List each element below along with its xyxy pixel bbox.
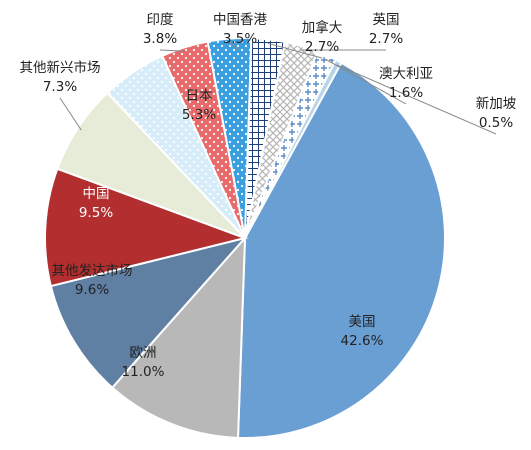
leader-lines (59, 42, 497, 135)
slice-value-label: 1.6% (389, 85, 423, 101)
pie-slice (236, 61, 446, 439)
slice-label: 新加坡 (476, 96, 517, 112)
slice-value-label: 3.5% (223, 31, 257, 47)
slice-value-label: 3.8% (143, 31, 177, 47)
slice-value-label: 5.3% (182, 107, 216, 123)
slice-value-label: 2.7% (305, 39, 339, 55)
leader-line (267, 42, 323, 59)
slice-label: 中国香港 (213, 12, 267, 28)
pie-labels: 美国 42.6% 欧洲 11.0% 其他发达市场 9.6% 中国 9.5% 其他新兴市场 7.3%… (20, 11, 517, 380)
slice-label: 欧洲 (130, 345, 157, 361)
slice-value-label: 7.3% (43, 79, 77, 95)
pie-slice (44, 167, 249, 288)
leader-line (59, 97, 82, 131)
leader-line (324, 58, 407, 105)
slice-label: 其他发达市场 (52, 262, 133, 279)
slice-value-label: 2.7% (369, 31, 403, 47)
slice-value-label: 0.5% (479, 115, 513, 131)
pie-slice (49, 236, 248, 390)
pie-slice (244, 58, 343, 239)
pie-slices (44, 37, 446, 439)
slice-label: 日本 (186, 88, 213, 104)
slice-label: 中国 (83, 186, 110, 202)
slice-label: 澳大利亚 (379, 66, 433, 82)
leader-line (336, 64, 497, 135)
slice-value-label: 11.0% (122, 364, 165, 380)
slice-value-label: 9.5% (79, 205, 113, 221)
slice-label: 美国 (349, 314, 376, 330)
slice-value-label: 42.6% (341, 333, 384, 349)
leader-line (159, 49, 186, 52)
slice-label: 加拿大 (302, 19, 343, 36)
pie-slice (110, 235, 247, 439)
slice-value-label: 9.6% (75, 282, 109, 298)
slice-label: 英国 (373, 11, 400, 28)
leader-line (229, 42, 241, 51)
slice-label: 印度 (147, 12, 174, 28)
slice-label: 其他新兴市场 (20, 59, 101, 76)
